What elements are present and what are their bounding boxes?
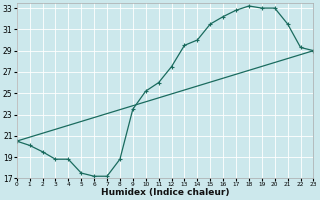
X-axis label: Humidex (Indice chaleur): Humidex (Indice chaleur) [101,188,229,197]
